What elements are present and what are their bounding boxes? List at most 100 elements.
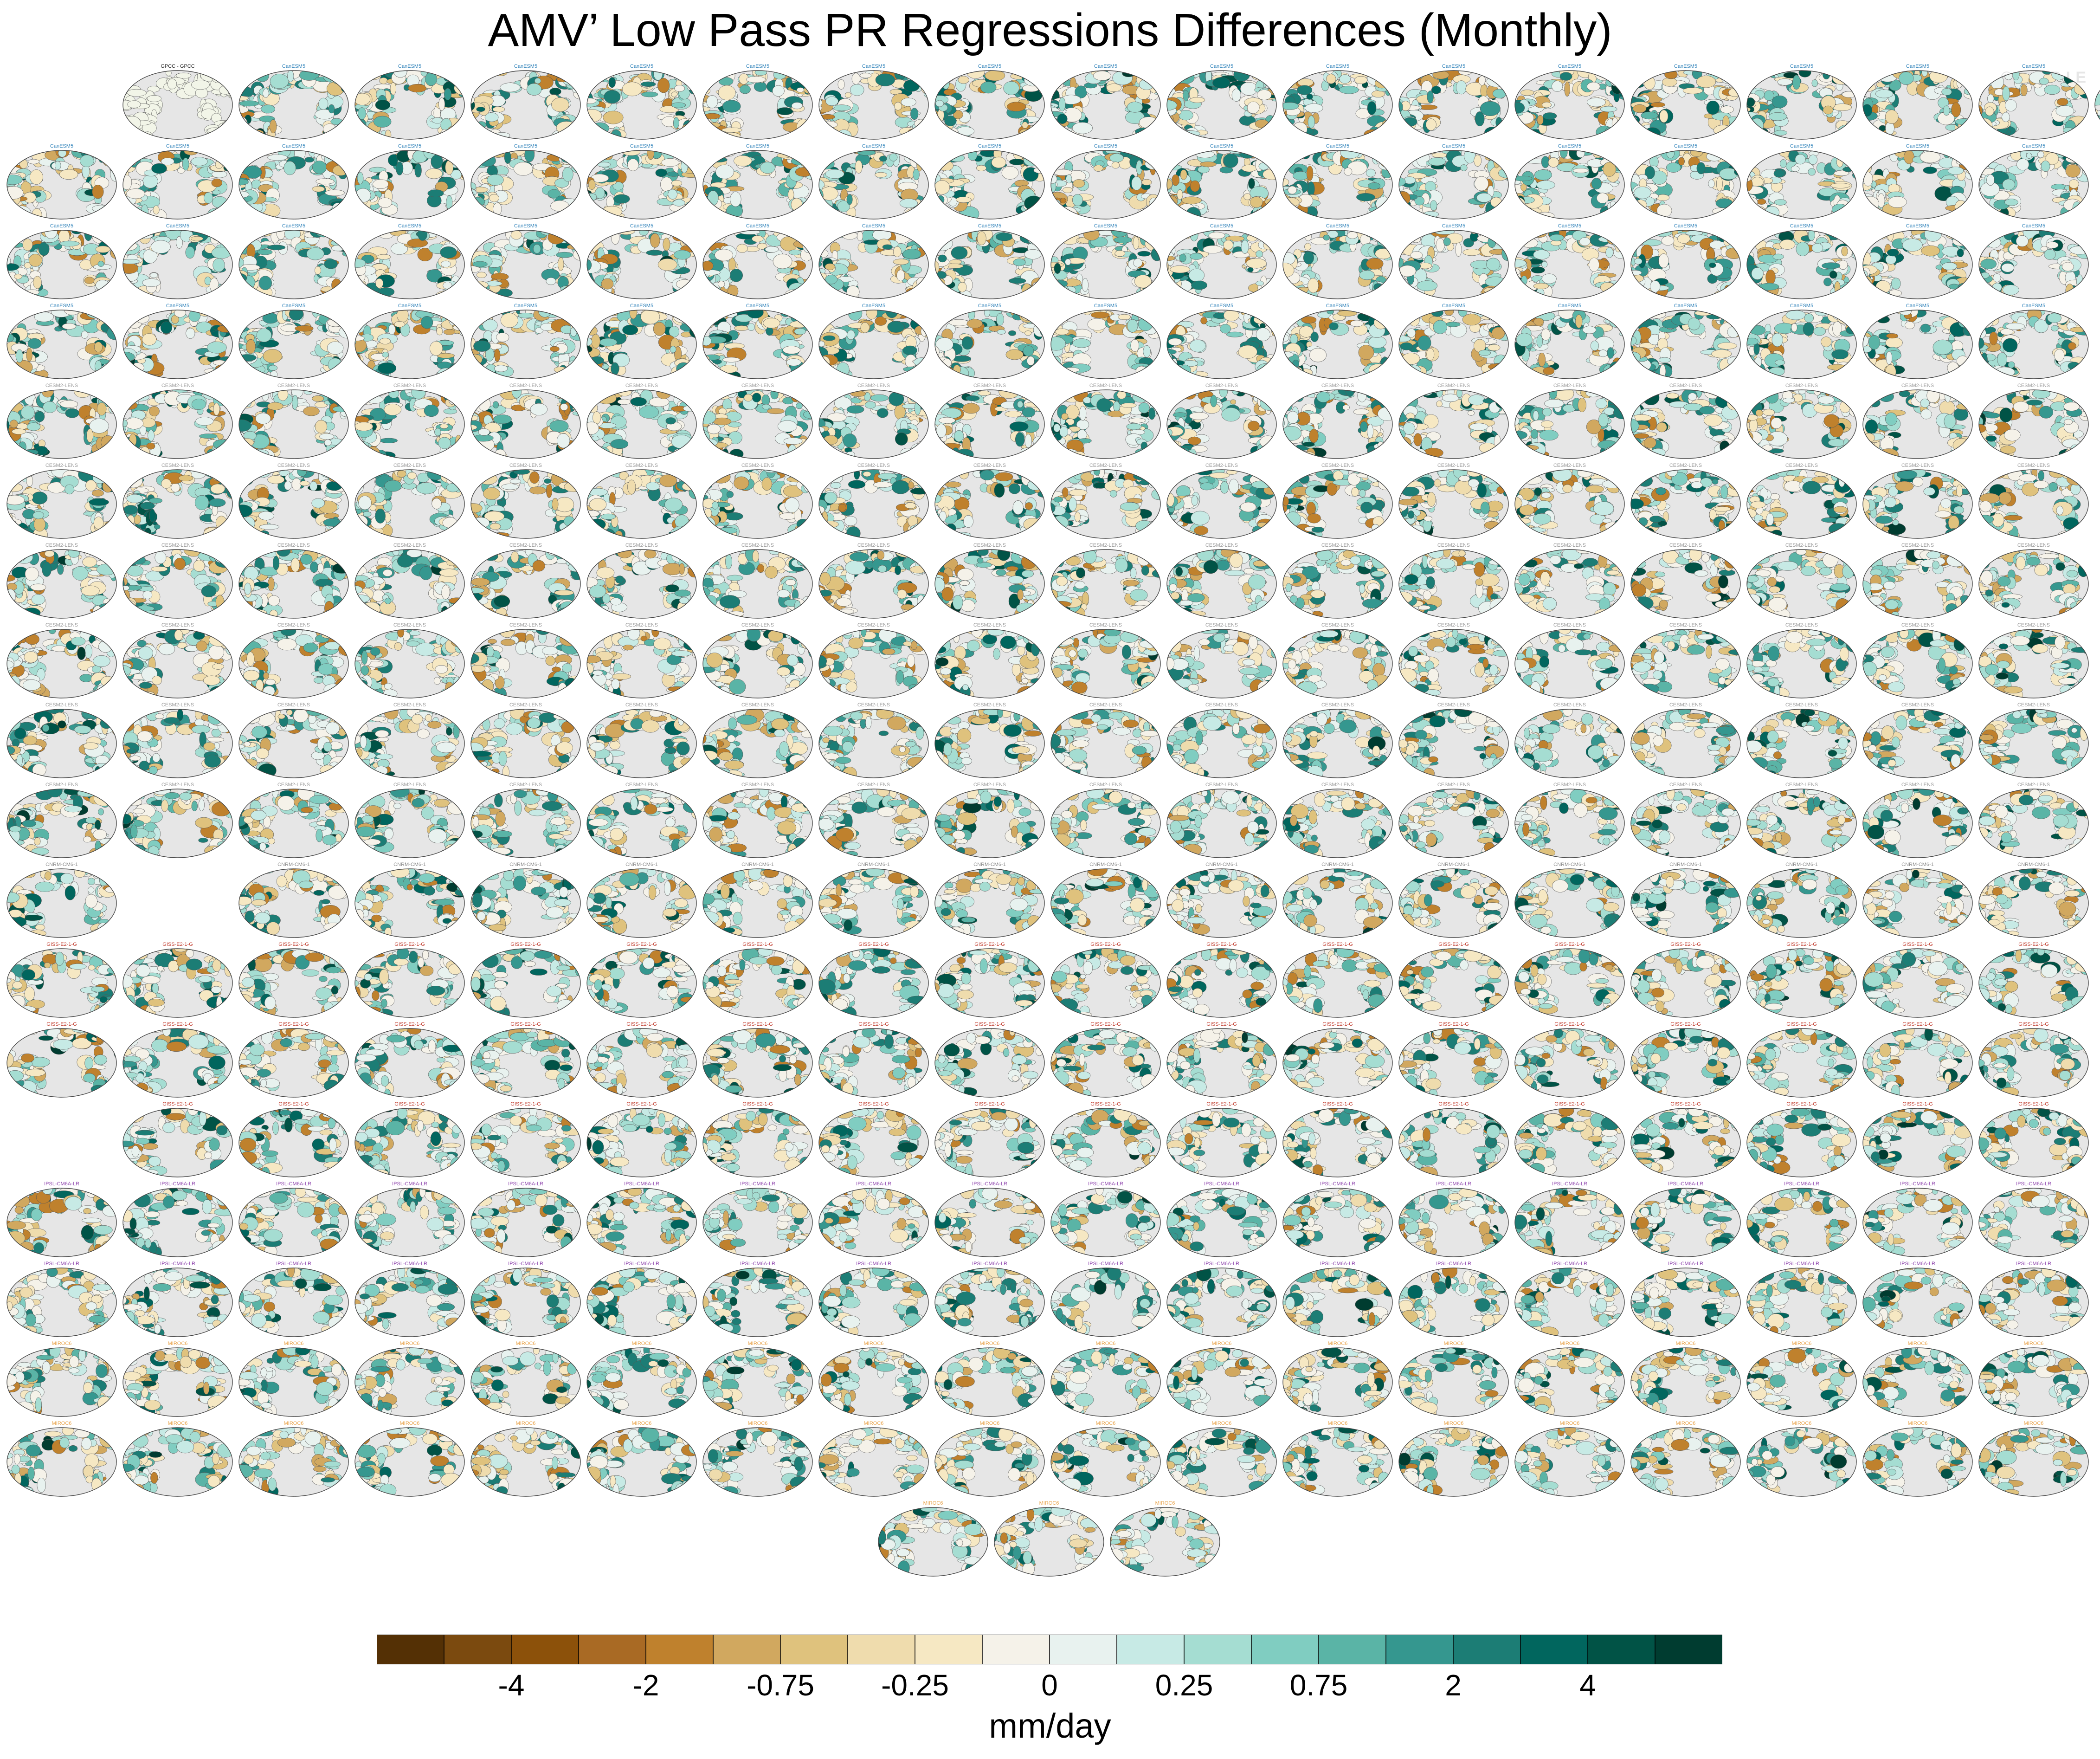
map-outline [122,310,233,379]
map-panel: GISS-E2-1-G [354,1101,465,1177]
map-panel: GISS-E2-1-G [1282,942,1393,1018]
panel-title: CESM2-LENS [1205,782,1238,788]
map-outline [1862,629,1973,698]
map-outline [238,868,349,938]
panel-title: IPSL-CM6A-LR [972,1261,1007,1267]
map-outline [1514,469,1625,539]
map-outline [1630,1028,1741,1098]
colorbar-tick-label: 0.75 [1272,1668,1365,1702]
map-panel: CNRM-CM6-1 [934,862,1045,938]
map-panel: CESM2-LENS [1282,622,1393,698]
panel-title: MIROC6 [1096,1421,1116,1426]
panel-title: MIROC6 [52,1341,72,1346]
map-panel: CESM2-LENS [238,702,349,778]
panel-title: IPSL-CM6A-LR [1088,1261,1123,1267]
panel-title: IPSL-CM6A-LR [1320,1261,1355,1267]
map-panel: GISS-E2-1-G [238,942,349,1018]
map-panel: MIROC6 [1398,1421,1509,1497]
panel-title: CanESM5 [1210,303,1233,309]
colorbar-tick-label: -2 [599,1668,692,1702]
panel-title: CESM2-LENS [277,622,310,628]
map-outline [470,629,581,698]
panel-title: CanESM5 [1094,143,1117,149]
map-panel: MIROC6 [6,1341,117,1417]
map-outline [1514,230,1625,299]
map-outline [470,789,581,858]
panel-title: GISS-E2-1-G [1670,1022,1701,1027]
map-panel: CanESM5 [1398,64,1509,140]
panel-title: CanESM5 [1674,64,1697,69]
colorbar-swatch [1453,1635,1521,1664]
map-panel: GISS-E2-1-G [586,1022,697,1098]
map-panel: MIROC6 [586,1341,697,1417]
panel-title: CESM2-LENS [509,543,542,548]
map-panel: CESM2-LENS [702,622,813,698]
map-outline [1862,70,1973,140]
map-panel: CNRM-CM6-1 [6,862,117,938]
map-outline [1282,150,1393,220]
map-panel: MIROC6 [1630,1421,1741,1497]
panel-title: CESM2-LENS [393,383,426,388]
map-outline [818,1028,929,1098]
map-outline [1166,469,1277,539]
panel-grid: GPCC - GPCC CanESM5 CanESM5 CanESM5 CanESM5 C… [6,64,2100,1577]
panel-title: GISS-E2-1-G [510,1101,541,1107]
map-outline [354,549,465,619]
panel-title: GISS-E2-1-G [974,1101,1005,1107]
map-panel: CanESM5 [238,64,349,140]
map-outline [1630,230,1741,299]
map-panel: GISS-E2-1-G [122,1101,233,1177]
panel-title: IPSL-CM6A-LR [1088,1181,1123,1187]
panel-title: GISS-E2-1-G [1786,1022,1817,1027]
panel-title: IPSL-CM6A-LR [508,1181,543,1187]
map-outline [6,549,117,619]
panel-title: MIROC6 [1560,1421,1580,1426]
map-outline [934,789,1045,858]
map-outline [818,549,929,619]
colorbar-tick-label: 0 [1003,1668,1096,1702]
map-outline [354,469,465,539]
panel-title: CESM2-LENS [2017,383,2050,388]
map-panel: MIROC6 [818,1421,929,1497]
panel-title: GISS-E2-1-G [742,942,773,947]
map-outline [1050,1108,1161,1177]
map-outline [1398,549,1509,619]
panel-title: CNRM-CM6-1 [1321,862,1354,867]
map-panel: GISS-E2-1-G [470,942,581,1018]
panel-title: CNRM-CM6-1 [2017,862,2050,867]
map-panel: CESM2-LENS [1862,463,1973,539]
panel-title: CanESM5 [978,223,1001,229]
map-outline [1398,709,1509,778]
map-outline [1166,230,1277,299]
map-outline [702,70,813,140]
panel-title: IPSL-CM6A-LR [392,1181,427,1187]
map-outline [1110,1507,1220,1577]
map-panel: CESM2-LENS [1746,383,1857,459]
panel-title: GISS-E2-1-G [2018,1022,2048,1027]
map-outline [238,469,349,539]
panel-title: CESM2-LENS [1437,543,1470,548]
panel-title: CESM2-LENS [45,702,78,708]
map-panel: CESM2-LENS [818,702,929,778]
panel-title: CESM2-LENS [1437,463,1470,468]
map-outline [354,310,465,379]
panel-title: CESM2-LENS [45,622,78,628]
map-outline [122,469,233,539]
map-outline [470,469,581,539]
map-outline [934,629,1045,698]
map-outline [818,469,929,539]
map-background [1631,150,1740,219]
map-outline [1166,709,1277,778]
map-outline [818,230,929,299]
map-outline [1630,1188,1741,1257]
panel-title: CanESM5 [514,143,537,149]
panel-title: CanESM5 [1326,223,1349,229]
map-outline [1398,150,1509,220]
panel-title: CESM2-LENS [45,383,78,388]
map-outline [6,1268,117,1337]
map-outline [238,1028,349,1098]
panel-title: CESM2-LENS [1437,622,1470,628]
map-outline [1282,1347,1393,1417]
panel-title: CanESM5 [1210,64,1233,69]
map-outline [354,389,465,459]
